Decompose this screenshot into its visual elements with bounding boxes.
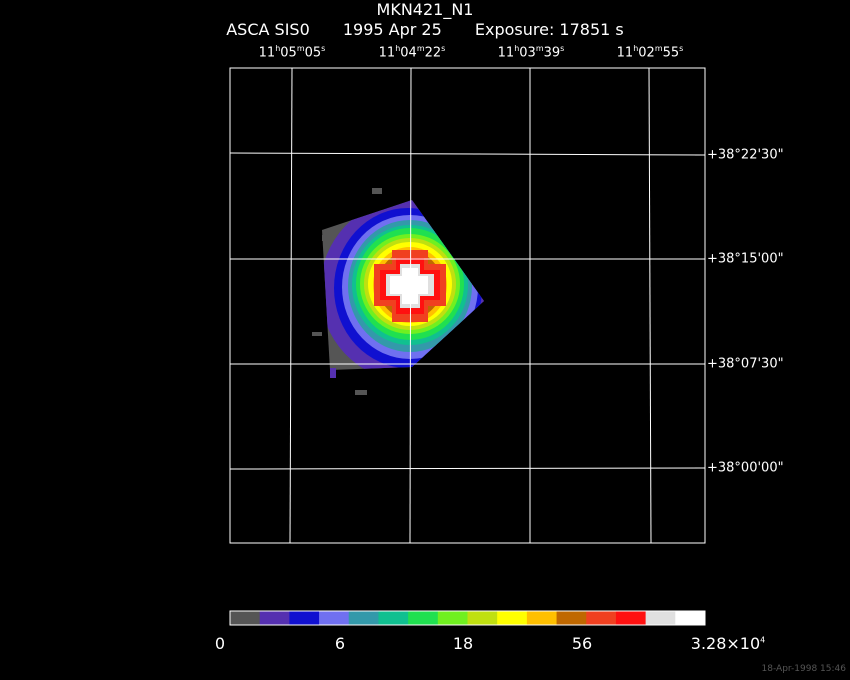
colorbar-swatch [408, 611, 439, 625]
colorbar-swatch [615, 611, 647, 625]
coordinate-grid [229, 67, 706, 544]
image-title: MKN421_N1 [376, 0, 474, 19]
colorbar-swatch [289, 611, 320, 625]
timestamp: 18-Apr-1998 15:46 [761, 664, 846, 674]
colorbar-swatch [586, 611, 617, 625]
instrument-label: ASCA SIS0 [226, 20, 310, 39]
colorbar-border [229, 610, 706, 626]
colorbar-swatch [230, 611, 261, 625]
dec-label: +38°15'00" [707, 251, 784, 267]
ra-label: 11h04m22s [378, 44, 446, 61]
image-subtitle: ASCA SIS0 1995 Apr 25 Exposure: 17851 s [0, 20, 850, 39]
colorbar-swatch [645, 611, 676, 625]
colorbar-label: 18 [452, 634, 474, 653]
colorbar-swatch [259, 611, 290, 625]
exposure-label: Exposure: 17851 s [474, 20, 624, 39]
colorbar-swatch [319, 611, 350, 625]
colorbar-label: 56 [571, 634, 593, 653]
ra-label: 11h05m05s [258, 44, 326, 61]
colorbar-swatch [556, 611, 587, 625]
dec-label: +38°00'00" [707, 460, 784, 476]
colorbar-label: 6 [334, 634, 346, 653]
date-label: 1995 Apr 25 [342, 20, 442, 39]
ra-label: 11h02m55s [616, 44, 684, 61]
colorbar-swatch [467, 611, 498, 625]
colorbar-swatch [348, 611, 379, 625]
dec-label: +38°07'30" [707, 356, 784, 372]
colorbar-max-label: 3.28×104 [690, 634, 766, 653]
dec-label: +38°22'30" [707, 147, 784, 163]
colorbar [229, 610, 706, 626]
colorbar-swatch [526, 611, 558, 625]
colorbar-swatch [497, 611, 528, 625]
colorbar-swatch [437, 611, 468, 625]
colorbar-label: 0 [214, 634, 226, 653]
colorbar-swatch [675, 611, 706, 625]
ra-label: 11h03m39s [497, 44, 565, 61]
colorbar-swatch [378, 611, 409, 625]
